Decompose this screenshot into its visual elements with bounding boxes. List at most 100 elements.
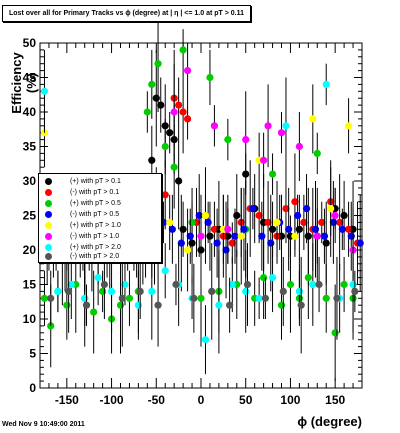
- legend-marker: [45, 211, 52, 218]
- legend-marker: [45, 233, 52, 240]
- data-point: [210, 122, 219, 130]
- data-point: [242, 136, 250, 144]
- data-point: [121, 280, 129, 289]
- data-point: [143, 108, 151, 116]
- data-point: [100, 280, 108, 289]
- x-tick-label: 150: [325, 393, 345, 407]
- data-point: [320, 232, 329, 240]
- data-point: [322, 239, 330, 247]
- legend-entry: (-) with pT > 2.0: [39, 251, 161, 262]
- data-point: [99, 287, 107, 295]
- legend-label: (-) with pT > 1.0: [70, 233, 120, 240]
- data-point: [148, 287, 156, 295]
- data-point: [148, 156, 156, 164]
- data-point: [295, 287, 303, 295]
- x-tick-label: -100: [100, 393, 124, 407]
- data-point: [309, 280, 317, 289]
- data-point: [347, 232, 355, 240]
- data-point: [186, 232, 194, 240]
- x-tick-label: -150: [55, 393, 79, 407]
- data-point: [285, 225, 293, 233]
- data-point: [297, 301, 305, 309]
- data-point: [136, 287, 144, 295]
- legend-entry: (+) with pT > 0.5: [39, 198, 161, 209]
- data-point: [260, 274, 268, 282]
- legend-label: (-) with pT > 2.0: [70, 253, 120, 260]
- data-point: [179, 225, 187, 233]
- data-point: [295, 225, 303, 233]
- data-point: [157, 101, 165, 109]
- y-tick-label: 20: [23, 243, 37, 257]
- x-tick-label: 100: [280, 393, 300, 407]
- data-point: [161, 267, 169, 275]
- data-point: [282, 205, 290, 213]
- data-point: [208, 287, 216, 295]
- data-point: [331, 211, 339, 220]
- data-point: [322, 294, 330, 302]
- data-point: [118, 294, 126, 302]
- chart-title: Lost over all for Primary Tracks vs ϕ (d…: [2, 5, 252, 22]
- data-point: [267, 239, 275, 247]
- data-point: [188, 218, 196, 226]
- legend-label: (-) with pT > 0.5: [70, 211, 120, 218]
- data-point: [226, 301, 234, 309]
- x-tick-label: -50: [148, 393, 166, 407]
- data-point: [204, 218, 212, 226]
- data-point: [224, 136, 232, 144]
- y-tick-label: 50: [23, 36, 37, 50]
- data-point: [242, 287, 250, 295]
- data-point: [231, 232, 239, 240]
- data-point: [197, 232, 205, 240]
- y-tick-label: 0: [29, 381, 36, 395]
- legend-entry: (+) with pT > 2.0: [39, 242, 161, 253]
- y-tick-label: 10: [23, 312, 37, 326]
- data-point: [268, 170, 277, 178]
- data-point: [282, 122, 290, 130]
- data-point: [264, 218, 272, 226]
- data-point: [291, 198, 299, 206]
- data-point: [90, 308, 98, 316]
- data-point: [336, 218, 344, 226]
- axis-ticks: 0 5 10 15 20 25 30 35 40 45 50 -150 -100 -50 0 50 100 150: [23, 36, 363, 407]
- data-point: [277, 301, 286, 309]
- data-point: [243, 280, 252, 289]
- data-point: [318, 218, 326, 226]
- data-point: [195, 211, 203, 220]
- data-point: [313, 149, 321, 157]
- data-point: [264, 122, 272, 130]
- data-point: [177, 239, 185, 247]
- data-point: [356, 239, 364, 247]
- data-point: [322, 80, 330, 88]
- timestamp: Wed Nov 9 10:49:00 2011: [2, 421, 85, 428]
- legend: (+) with pT > 0.1 (-) with pT > 0.1 (+) …: [38, 173, 162, 263]
- data-point: [154, 60, 162, 68]
- data-point: [183, 246, 192, 254]
- data-point: [161, 142, 169, 151]
- y-tick-label: 35: [23, 140, 37, 154]
- data-point: [94, 274, 102, 282]
- legend-marker: [45, 178, 52, 185]
- data-point: [327, 205, 335, 213]
- data-point: [206, 73, 214, 82]
- data-point: [295, 142, 303, 151]
- data-point: [268, 225, 277, 233]
- data-point: [183, 115, 192, 123]
- data-point: [175, 177, 183, 185]
- data-point: [107, 287, 116, 295]
- data-point: [166, 218, 174, 226]
- data-point: [277, 129, 286, 137]
- data-point: [81, 294, 89, 302]
- data-point: [228, 280, 236, 289]
- data-point: [260, 156, 268, 164]
- data-point: [40, 87, 49, 95]
- data-point: [304, 274, 312, 282]
- data-point: [249, 205, 257, 213]
- data-point: [161, 191, 169, 199]
- data-point: [273, 218, 281, 226]
- data-point: [170, 163, 178, 171]
- y-tick-label: 40: [23, 105, 37, 119]
- data-point: [279, 287, 287, 295]
- data-point: [183, 67, 192, 75]
- data-point: [224, 225, 232, 233]
- data-point: [255, 294, 263, 302]
